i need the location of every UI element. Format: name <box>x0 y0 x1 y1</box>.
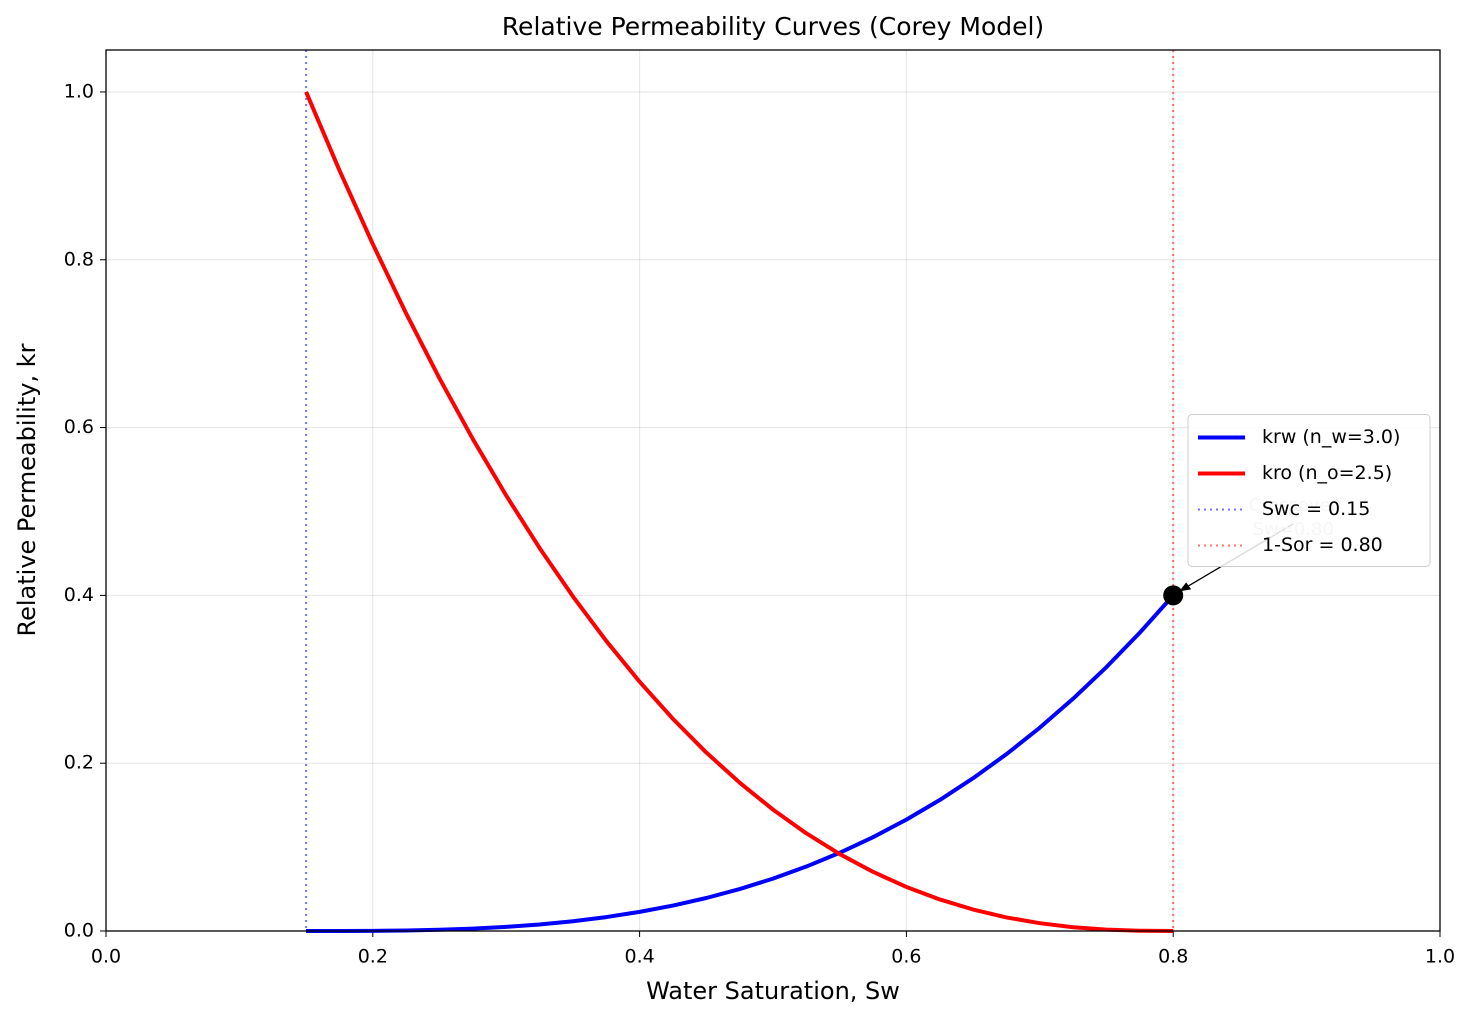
legend-label: 1-Sor = 0.80 <box>1262 534 1383 556</box>
y-tick-label: 0.8 <box>64 248 94 270</box>
x-tick-label: 0.8 <box>1158 946 1188 968</box>
x-tick-label: 0.2 <box>358 946 388 968</box>
series-line <box>306 594 1175 933</box>
x-tick-label: 1.0 <box>1425 946 1455 968</box>
plot-frame <box>105 49 1441 932</box>
y-tick-label: 0.6 <box>64 416 94 438</box>
annotation-arrowhead <box>1179 582 1192 592</box>
legend-label: krw (n_w=3.0) <box>1262 426 1400 448</box>
legend-label: Swc = 0.15 <box>1262 498 1370 520</box>
crossover-point <box>1163 585 1184 606</box>
x-tick-label: 0.6 <box>891 946 921 968</box>
series-line <box>304 91 1174 933</box>
y-tick-label: 0.4 <box>64 584 94 606</box>
legend-box <box>1187 414 1431 567</box>
legend: krw (n_w=3.0)kro (n_o=2.5) Swc = 0.15 1-So… <box>1187 414 1431 567</box>
chart-title: Relative Permeability Curves (Corey Mode… <box>502 12 1044 41</box>
x-tick-label: 0.4 <box>624 946 654 968</box>
y-tick-label: 0.2 <box>64 752 94 774</box>
legend-label: kro (n_o=2.5) <box>1262 462 1392 484</box>
x-tick-label: 0.0 <box>91 946 121 968</box>
x-axis-label: Water Saturation, Sw <box>646 977 900 1005</box>
y-tick-label: 1.0 <box>64 80 94 102</box>
y-tick-label: 0.0 <box>64 920 94 942</box>
y-axis-label: Relative Permeability, kr <box>13 343 41 636</box>
